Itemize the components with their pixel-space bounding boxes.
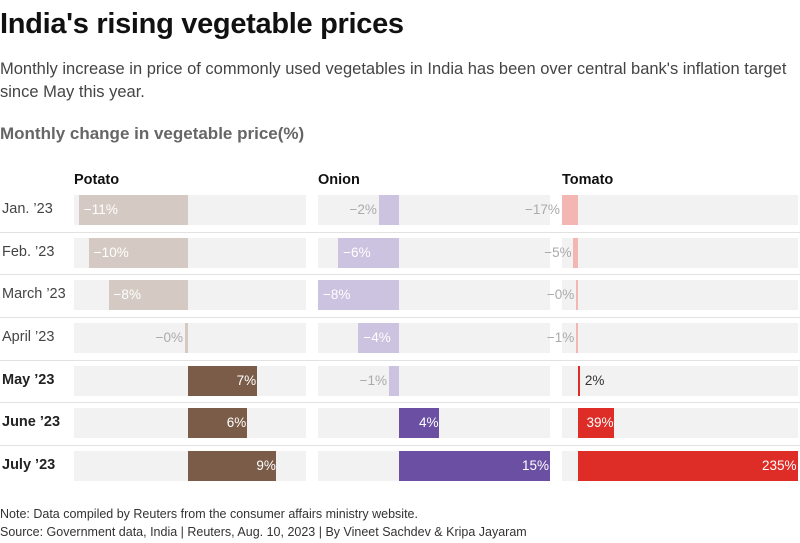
potato-bar <box>108 280 188 310</box>
potato-value-label: −10% <box>93 245 129 260</box>
potato-value-label: 6% <box>226 415 247 430</box>
row-divider <box>0 402 800 403</box>
tomato-bar <box>575 323 578 353</box>
onion-value-label: 4% <box>419 415 439 430</box>
onion-value-label: −4% <box>363 330 391 345</box>
column-header-potato: Potato <box>74 172 120 188</box>
onion-value-label: 15% <box>522 458 550 473</box>
onion-bar <box>338 238 399 268</box>
tomato-bar <box>562 195 578 225</box>
tomato-track <box>562 195 798 225</box>
row-divider <box>0 274 800 275</box>
tomato-value-label: 235% <box>762 458 797 473</box>
chart-subtitle: Monthly increase in price of commonly us… <box>0 60 787 101</box>
potato-bar <box>187 451 277 481</box>
onion-value-label: −2% <box>349 202 377 217</box>
tomato-bar <box>577 408 615 438</box>
potato-track <box>74 323 306 353</box>
tomato-bar <box>577 366 580 396</box>
potato-value-label: −0% <box>155 330 183 345</box>
onion-track <box>318 195 550 225</box>
onion-bar <box>378 195 399 225</box>
column-header-onion: Onion <box>318 172 360 188</box>
tomato-bar <box>577 451 798 481</box>
tomato-track <box>562 280 798 310</box>
onion-bar <box>358 323 399 353</box>
row-divider <box>0 360 800 361</box>
potato-value-label: 9% <box>256 458 276 473</box>
tomato-value-label: −17% <box>525 202 560 217</box>
potato-value-label: 7% <box>236 373 257 388</box>
potato-bar <box>78 195 188 225</box>
row-divider <box>0 445 800 446</box>
row-label-feb-23: Feb. ’23 <box>2 244 55 260</box>
row-label-may-23: May ’23 <box>2 372 55 388</box>
onion-track <box>318 323 550 353</box>
tomato-value-label: 39% <box>586 415 614 430</box>
onion-bar <box>398 451 550 481</box>
row-divider <box>0 317 800 318</box>
onion-value-label: −1% <box>359 373 387 388</box>
potato-bar <box>187 408 247 438</box>
tomato-track <box>562 238 798 268</box>
chart-source: Source: Government data, India | Reuters… <box>0 525 527 539</box>
chart-note: Note: Data compiled by Reuters from the … <box>0 507 418 521</box>
potato-bar <box>88 238 188 268</box>
potato-bar <box>184 323 188 353</box>
tomato-value-label: −1% <box>546 330 575 345</box>
potato-value-label: −8% <box>113 287 141 302</box>
row-label-july-23: July ’23 <box>2 457 56 473</box>
section-title: Monthly change in vegetable price(%) <box>0 124 305 143</box>
onion-value-label: −6% <box>343 245 371 260</box>
column-header-tomato: Tomato <box>562 172 614 188</box>
onion-bar <box>398 408 440 438</box>
tomato-bar <box>575 280 578 310</box>
onion-bar <box>318 280 399 310</box>
row-label-april-23: April ’23 <box>2 329 55 345</box>
potato-bar <box>187 366 257 396</box>
tomato-track <box>562 323 798 353</box>
potato-value-label: −11% <box>83 202 118 217</box>
onion-bar <box>388 366 399 396</box>
tomato-value-label: −0% <box>546 287 575 302</box>
tomato-value-label: 2% <box>584 373 605 388</box>
chart-title: India's rising vegetable prices <box>0 8 404 40</box>
tomato-bar <box>573 238 578 268</box>
onion-track <box>318 366 550 396</box>
row-divider <box>0 232 800 233</box>
row-label-jan-23: Jan. ’23 <box>2 201 53 217</box>
row-label-march-23: March ’23 <box>2 286 66 302</box>
tomato-value-label: −5% <box>544 245 572 260</box>
row-label-june-23: June ’23 <box>2 414 61 430</box>
onion-value-label: −8% <box>323 287 351 302</box>
tomato-track <box>562 366 798 396</box>
